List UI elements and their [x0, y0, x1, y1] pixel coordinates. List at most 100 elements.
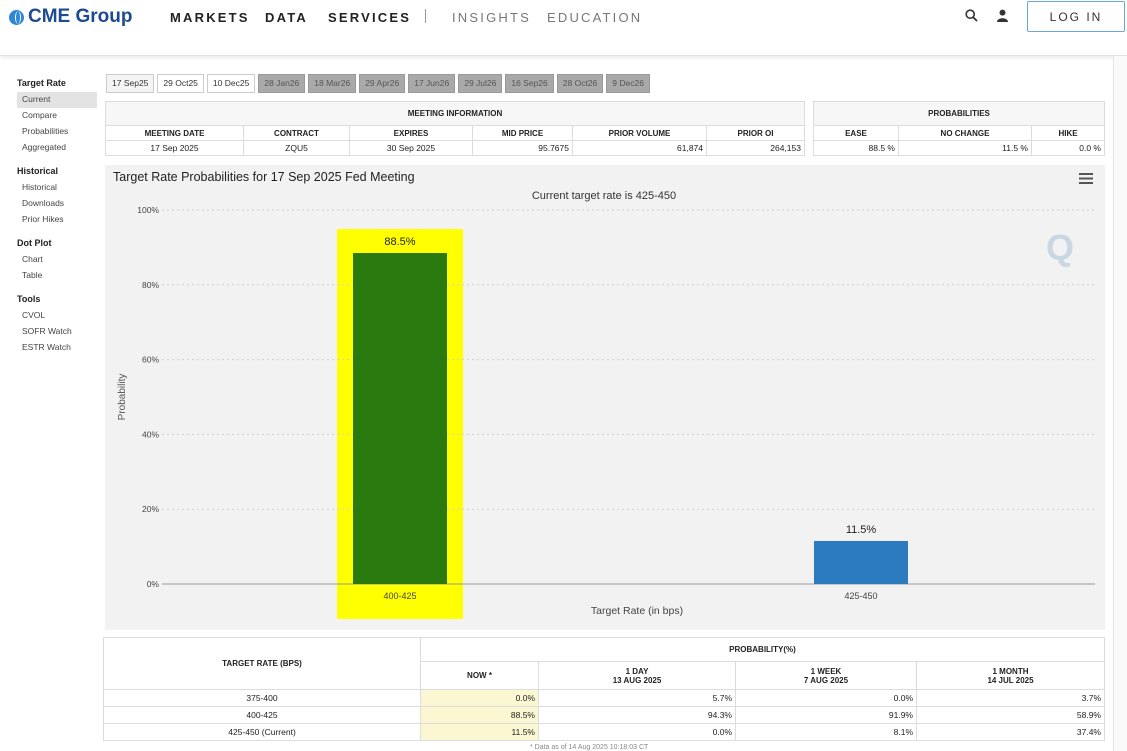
- rate-cell: 375-400: [103, 689, 421, 707]
- sidebar-item-current[interactable]: Current: [17, 92, 97, 108]
- probabilities-table: PROBABILITIES EASE NO CHANGE HIKE 88.5 %…: [813, 101, 1105, 156]
- tab-29-oct25[interactable]: 29 Oct25: [157, 74, 204, 93]
- no-change-value: 11.5 %: [898, 140, 1032, 156]
- y-tick-label: 40%: [142, 429, 159, 439]
- data-timestamp-footnote: * Data as of 14 Aug 2025 10:18:03 CT: [530, 744, 649, 751]
- tab-18-mar26[interactable]: 18 Mar26: [308, 74, 357, 93]
- sidebar-item-historical[interactable]: Historical: [22, 182, 57, 192]
- y-tick-label: 80%: [142, 280, 159, 290]
- table-row: 400-425 88.5% 94.3% 91.9% 58.9%: [103, 706, 1105, 724]
- ease-value: 88.5 %: [813, 140, 899, 156]
- header-1-day: 1 DAY 13 AUG 2025: [538, 661, 736, 690]
- one-day-cell: 0.0%: [538, 723, 736, 741]
- bar-425-450: [814, 540, 908, 584]
- tab-10-dec25[interactable]: 10 Dec25: [206, 74, 256, 93]
- rate-cell: 400-425: [103, 706, 421, 724]
- header-1-week: 1 WEEK 7 AUG 2025: [735, 661, 917, 690]
- header-no-change: NO CHANGE: [898, 125, 1032, 141]
- sidebar-section-target-rate: Target Rate: [17, 78, 66, 88]
- sidebar-item-compare[interactable]: Compare: [22, 110, 57, 120]
- header-1-month: 1 MONTH 14 JUL 2025: [916, 661, 1105, 690]
- tab-29-jul26[interactable]: 29 Jul26: [458, 74, 503, 93]
- sidebar-item-sofr-watch[interactable]: SOFR Watch: [22, 326, 72, 336]
- left-sidebar: Target Rate Current Compare Probabilitie…: [17, 78, 97, 356]
- y-tick-label: 60%: [142, 355, 159, 365]
- one-month-cell: 37.4%: [916, 723, 1105, 741]
- sidebar-item-chart[interactable]: Chart: [22, 254, 43, 264]
- sidebar-item-estr-watch[interactable]: ESTR Watch: [22, 342, 71, 352]
- logo-text: CME Group: [28, 6, 133, 27]
- x-tick-label: 425-450: [844, 591, 877, 601]
- nav-divider: [425, 9, 426, 23]
- table-row: 425-450 (Current) 11.5% 0.0% 8.1% 37.4%: [103, 723, 1105, 741]
- chart-subtitle: Current target rate is 425-450: [532, 190, 676, 202]
- one-month-cell: 58.9%: [916, 706, 1105, 724]
- expires-value: 30 Sep 2025: [349, 140, 473, 156]
- meeting-date-value: 17 Sep 2025: [105, 140, 244, 156]
- sidebar-item-cvol[interactable]: CVOL: [22, 310, 46, 320]
- hike-value: 0.0 %: [1031, 140, 1105, 156]
- tab-9-dec26[interactable]: 9 Dec26: [606, 74, 650, 93]
- header-mid-price: MID PRICE: [472, 125, 573, 141]
- tab-17-sep25[interactable]: 17 Sep25: [106, 74, 155, 93]
- header-hike: HIKE: [1031, 125, 1105, 141]
- cme-group-logo[interactable]: CME Group: [9, 6, 133, 28]
- y-tick-label: 100%: [137, 205, 159, 215]
- sidebar-item-aggregated[interactable]: Aggregated: [22, 142, 66, 152]
- meeting-information-table: MEETING INFORMATION MEETING DATE CONTRAC…: [105, 101, 805, 156]
- user-icon[interactable]: [996, 9, 1009, 22]
- header-contract: CONTRACT: [243, 125, 350, 141]
- tab-28-oct26[interactable]: 28 Oct26: [556, 74, 604, 93]
- sidebar-section-dot-plot: Dot Plot: [17, 238, 52, 248]
- probabilities-caption: PROBABILITIES: [813, 101, 1105, 126]
- sidebar-item-downloads[interactable]: Downloads: [22, 198, 65, 208]
- tab-16-sep26[interactable]: 16 Sep26: [505, 74, 554, 93]
- prior-volume-value: 61,874: [572, 140, 707, 156]
- header-meeting-date: MEETING DATE: [105, 125, 244, 141]
- y-tick-label: 20%: [142, 504, 159, 514]
- login-button[interactable]: LOG IN: [1027, 1, 1125, 32]
- x-tick-label: 400-425: [383, 591, 416, 601]
- now-cell: 11.5%: [420, 723, 539, 741]
- prior-oi-value: 264,153: [706, 140, 805, 156]
- one-week-cell: 8.1%: [735, 723, 917, 741]
- nav-data[interactable]: DATA: [265, 10, 308, 25]
- header-probability: PROBABILITY(%): [420, 637, 1105, 662]
- top-navigation-bar: CME Group MARKETS DATA SERVICES INSIGHTS…: [0, 0, 1127, 56]
- hamburger-menu-icon[interactable]: [1079, 173, 1093, 184]
- x-axis-label: Target Rate (in bps): [591, 605, 683, 617]
- header-expires: EXPIRES: [349, 125, 473, 141]
- chart-panel: Current target rate is 425-450 0% 20% 40% 60…: [105, 165, 1105, 630]
- nav-education[interactable]: EDUCATION: [547, 10, 643, 25]
- sidebar-item-probabilities[interactable]: Probabilities: [22, 126, 69, 136]
- chart-title: Target Rate Probabilities for 17 Sep 202…: [113, 170, 415, 184]
- nav-insights[interactable]: INSIGHTS: [452, 10, 531, 25]
- one-month-cell: 3.7%: [916, 689, 1105, 707]
- header-target-rate-bps: TARGET RATE (BPS): [103, 637, 421, 690]
- quikstrike-watermark: Q: [1046, 227, 1074, 268]
- one-day-cell: 5.7%: [538, 689, 736, 707]
- probability-bar-chart: Current target rate is 425-450 0% 20% 40% 60…: [117, 190, 1095, 619]
- nav-services[interactable]: SERVICES: [328, 10, 412, 25]
- meeting-date-tabs: 17 Sep25 29 Oct25 10 Dec25 28 Jan26 18 M…: [106, 74, 650, 93]
- now-cell: 0.0%: [420, 689, 539, 707]
- sidebar-section-tools: Tools: [17, 294, 41, 304]
- rate-cell: 425-450 (Current): [103, 723, 421, 741]
- tab-17-jun26[interactable]: 17 Jun26: [408, 74, 456, 93]
- sidebar-item-table[interactable]: Table: [22, 270, 43, 280]
- search-icon[interactable]: [965, 9, 978, 22]
- y-axis-label: Probability: [117, 374, 128, 421]
- now-cell: 88.5%: [420, 706, 539, 724]
- nav-markets[interactable]: MARKETS: [170, 10, 250, 25]
- data-label: 88.5%: [384, 236, 415, 248]
- header-prior-oi: PRIOR OI: [706, 125, 805, 141]
- header-prior-volume: PRIOR VOLUME: [572, 125, 707, 141]
- header-ease: EASE: [813, 125, 899, 141]
- tab-28-jan26[interactable]: 28 Jan26: [258, 74, 306, 93]
- table-row: 375-400 0.0% 5.7% 0.0% 3.7%: [103, 689, 1105, 707]
- sidebar-section-historical: Historical: [17, 166, 59, 176]
- tab-29-apr26[interactable]: 29 Apr26: [359, 74, 406, 93]
- globe-icon: [9, 9, 24, 25]
- sidebar-item-prior-hikes[interactable]: Prior Hikes: [22, 214, 64, 224]
- page-scrollbar[interactable]: [1113, 56, 1127, 751]
